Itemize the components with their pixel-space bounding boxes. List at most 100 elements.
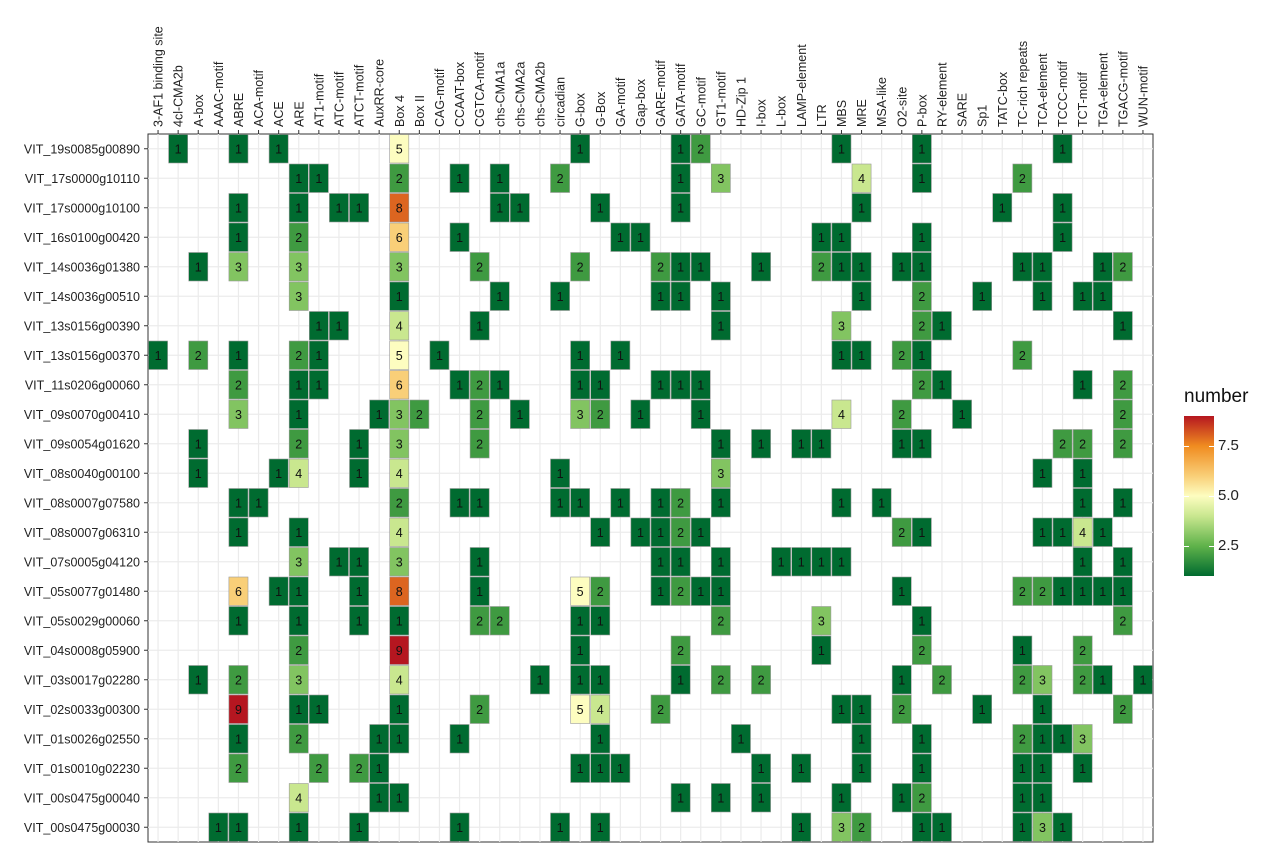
heatmap-cell [1072, 370, 1093, 400]
heatmap-cell [1032, 665, 1053, 695]
heatmap-cell [690, 399, 711, 429]
cell-value-label: 2 [1119, 408, 1126, 422]
column-label: CAG-motif [433, 68, 447, 127]
cell-value-label: 1 [376, 762, 383, 776]
heatmap-cell [1072, 753, 1093, 783]
row-labels: VIT_19s0085g00890 VIT_17s0000g10110 VIT_17… [24, 142, 148, 835]
heatmap-cell [590, 724, 611, 754]
row-label: VIT_19s0085g00890 [24, 142, 140, 156]
heatmap-cell [851, 281, 872, 311]
column-label: G-box [574, 92, 588, 127]
cell-value-label: 1 [456, 821, 463, 835]
cell-value-label: 1 [657, 496, 664, 510]
heatmap-cell [389, 134, 410, 164]
heatmap-cell [1113, 576, 1133, 606]
cell-value-label: 1 [235, 821, 242, 835]
cell-value-label: 1 [577, 762, 584, 776]
cell-value-label: 1 [577, 349, 584, 363]
heatmap-cell [610, 753, 631, 783]
heatmap-cell [811, 222, 832, 252]
row-label: VIT_11s0206g00060 [25, 378, 140, 392]
heatmap-cell [831, 399, 852, 429]
cell-value-label: 1 [155, 349, 162, 363]
cell-value-label: 1 [617, 496, 624, 510]
heatmap-cell [389, 193, 410, 223]
cell-value-label: 1 [235, 526, 242, 540]
legend-tick-mark [1184, 446, 1189, 447]
heatmap-cell [469, 576, 490, 606]
cell-value-label: 8 [396, 201, 403, 215]
cell-value-label: 1 [758, 791, 765, 805]
cell-value-label: 1 [1119, 585, 1126, 599]
plot-panel [147, 133, 1154, 843]
heatmap-cell [1072, 724, 1093, 754]
column-label: HD-Zip 1 [734, 77, 748, 127]
cell-value-label: 1 [858, 290, 865, 304]
heatmap-cell [369, 753, 390, 783]
cell-value-label: 1 [1039, 732, 1046, 746]
heatmap-cell [891, 429, 912, 459]
cell-value-label: 1 [1099, 673, 1106, 687]
heatmap-cell [288, 458, 309, 488]
cell-value-label: 2 [1119, 378, 1126, 392]
cell-value-label: 1 [516, 201, 523, 215]
heatmap-cell [690, 517, 711, 547]
heatmap-cell [1133, 665, 1153, 695]
cell-value-label: 1 [697, 260, 704, 274]
heatmap-cell [851, 724, 872, 754]
cell-value-label: 1 [356, 201, 363, 215]
row-label: VIT_01s0010g02230 [24, 762, 140, 776]
heatmap-cell [670, 134, 691, 164]
cell-value-label: 5 [396, 142, 403, 156]
cell-value-label: 4 [396, 467, 403, 481]
heatmap-cell [670, 252, 691, 282]
heatmap-cell [188, 429, 209, 459]
cell-value-label: 1 [1039, 467, 1046, 481]
heatmap-cell [650, 694, 671, 724]
heatmap-cell [188, 252, 209, 282]
cell-value-label: 1 [597, 378, 604, 392]
heatmap-cell [891, 694, 912, 724]
heatmap-cell [1092, 281, 1113, 311]
heatmap-cell [449, 488, 470, 518]
column-label: TCA-element [1036, 53, 1050, 127]
heatmap-cell [469, 694, 490, 724]
cell-value-label: 1 [798, 821, 805, 835]
heatmap-cell [469, 429, 490, 459]
cell-value-label: 2 [396, 172, 403, 186]
heatmap-cell [891, 252, 912, 282]
cell-value-label: 2 [476, 437, 483, 451]
cell-value-label: 1 [758, 437, 765, 451]
column-label: chs-CMA2b [533, 62, 547, 127]
cell-value-label: 3 [396, 437, 403, 451]
cell-value-label: 2 [818, 260, 825, 274]
heatmap-cell [489, 193, 510, 223]
heatmap-cell [469, 606, 490, 636]
cell-value-label: 1 [838, 231, 845, 245]
heatmap-cell [1113, 694, 1133, 724]
cell-value-label: 1 [456, 378, 463, 392]
heatmap-cell [911, 163, 932, 193]
heatmap-cell [1052, 193, 1073, 223]
cell-value-label: 1 [617, 349, 624, 363]
heatmap-cell [288, 370, 309, 400]
cell-value-label: 1 [1059, 821, 1066, 835]
heatmap-cell [1032, 281, 1053, 311]
legend-tick-label: 2.5 [1218, 537, 1239, 554]
cell-value-label: 3 [396, 555, 403, 569]
cell-value-label: 1 [697, 408, 704, 422]
column-label: I-box [755, 98, 769, 127]
cell-value-label: 1 [798, 555, 805, 569]
cell-value-label: 1 [979, 290, 986, 304]
cell-value-label: 1 [717, 585, 724, 599]
heatmap-cell [1012, 163, 1033, 193]
cell-value-label: 1 [959, 408, 966, 422]
heatmap-cell [751, 252, 771, 282]
heatmap-cell [932, 812, 952, 842]
cell-value-label: 2 [577, 260, 584, 274]
cell-value-label: 3 [838, 821, 845, 835]
cell-value-label: 2 [677, 496, 684, 510]
cell-value-label: 1 [979, 703, 986, 717]
heatmap-cell [329, 547, 349, 577]
cell-value-label: 1 [918, 526, 925, 540]
